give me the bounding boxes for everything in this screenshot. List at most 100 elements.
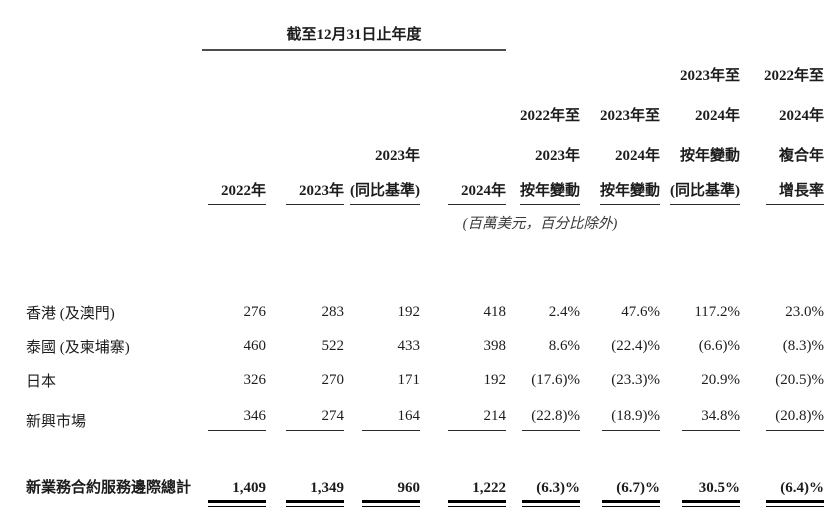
corner-cell xyxy=(26,6,202,50)
double-rule-cell xyxy=(660,497,741,511)
value-text: (22.8)% xyxy=(522,408,581,431)
column-header-text: 增長率 xyxy=(766,179,825,205)
double-rule xyxy=(448,500,507,507)
column-header-cell: 按年變動 xyxy=(660,131,740,171)
column-header-text: 2023年 xyxy=(286,179,344,205)
column-header-text: (同比基準) xyxy=(670,179,741,205)
value-cell: (22.4)% xyxy=(580,329,660,363)
column-header-text: 按年變動 xyxy=(680,148,741,164)
unit-note: (百萬美元，百分比除外) xyxy=(462,215,618,232)
value-text: 117.2% xyxy=(694,303,741,320)
double-rule-cell xyxy=(580,497,661,511)
column-header-cell xyxy=(580,50,660,91)
column-header-text: 2022年至 xyxy=(764,68,825,84)
column-header-text: 複合年 xyxy=(779,148,825,164)
value-cell: 192 xyxy=(420,363,507,397)
row-label-column-header xyxy=(26,91,202,131)
total-value-cell: 1,349 xyxy=(266,471,344,497)
column-header-cell xyxy=(202,91,266,131)
value-cell: (23.3)% xyxy=(580,363,660,397)
column-header-text: 2023年 xyxy=(374,148,420,164)
value-cell: 460 xyxy=(202,329,267,363)
spacer xyxy=(26,239,824,295)
total-value-text: 1,409 xyxy=(232,480,266,496)
value-text: 326 xyxy=(243,371,267,388)
value-cell: 8.6% xyxy=(506,329,580,363)
period-header-filler xyxy=(506,6,824,50)
value-text: (22.4)% xyxy=(611,337,661,354)
spacer xyxy=(26,431,824,471)
value-text: 34.8% xyxy=(682,408,741,431)
double-rule-cell xyxy=(202,497,266,511)
column-header-cell xyxy=(202,131,266,171)
column-header-cell xyxy=(266,131,344,171)
value-text: 283 xyxy=(321,303,345,320)
value-cell: 276 xyxy=(202,295,267,329)
double-rule xyxy=(286,500,344,507)
value-cell: 23.0% xyxy=(740,295,824,329)
total-row-label: 新業務合約服務邊際總計 xyxy=(26,480,192,496)
column-header-cell xyxy=(420,131,506,171)
total-value-text: (6.3)% xyxy=(536,480,581,496)
double-rule-cell xyxy=(740,497,825,511)
value-cell: 117.2% xyxy=(660,295,740,329)
column-header-cell xyxy=(202,50,266,91)
value-cell: (6.6)% xyxy=(660,329,740,363)
value-text: 192 xyxy=(397,303,421,320)
double-rule xyxy=(208,500,266,507)
cstm-by-region-table: 截至12月31日止年度 2023年至 2022年至 2022年至 2023年至 2024… xyxy=(26,6,825,511)
value-text: 2.4% xyxy=(548,303,581,320)
total-value-text: (6.4)% xyxy=(780,480,825,496)
total-value-text: (6.7)% xyxy=(616,480,661,496)
column-header-text: 2023年至 xyxy=(600,108,661,124)
value-cell: 2.4% xyxy=(506,295,580,329)
column-header-cell: (同比基準) xyxy=(660,171,741,205)
column-header-cell: 2024年 xyxy=(580,131,660,171)
column-header-cell xyxy=(266,91,344,131)
value-cell: (18.9)% xyxy=(580,397,661,431)
double-rule xyxy=(682,500,741,507)
value-cell: 47.6% xyxy=(580,295,660,329)
value-text: 433 xyxy=(397,337,421,354)
value-text: 270 xyxy=(321,371,345,388)
value-text: 276 xyxy=(243,303,267,320)
row-label-column-header xyxy=(26,171,202,205)
total-value-text: 1,222 xyxy=(472,480,507,496)
value-cell: 433 xyxy=(344,329,421,363)
total-value-cell: 960 xyxy=(344,471,421,497)
column-header-cell xyxy=(420,50,506,91)
double-rule-cell xyxy=(506,497,581,511)
column-header-row: 2023年至 2022年至 xyxy=(26,50,824,91)
column-header-cell: 2023年至 xyxy=(660,50,740,91)
value-cell: 418 xyxy=(420,295,507,329)
value-text: (18.9)% xyxy=(602,408,661,431)
column-header-text: (同比基準) xyxy=(350,179,420,205)
column-header-cell: 2024年 xyxy=(660,91,740,131)
value-cell: 171 xyxy=(344,363,421,397)
data-rows: 香港 (及澳門) 276 283 192 418 2.4% 47.6% 117.2% 23.0%… xyxy=(26,295,825,431)
column-header-cell: 2024年 xyxy=(420,171,507,205)
table-row: 泰國 (及柬埔寨) 460 522 433 398 8.6% (22.4)% (6.6)% (8… xyxy=(26,329,824,363)
value-text: 164 xyxy=(362,408,420,431)
total-value-text: 1,349 xyxy=(310,480,344,496)
column-header-text: 2024年 xyxy=(779,108,825,124)
table-row: 日本 326 270 171 192 (17.6)% (23.3)% 20.9% (20.5)% xyxy=(26,363,824,397)
value-text: (8.3)% xyxy=(782,337,825,354)
value-text: (6.6)% xyxy=(698,337,741,354)
value-text: (17.6)% xyxy=(531,371,581,388)
column-header-row: 2022年 2023年 (同比基準) 2024年 按年變動 按年變動 (同比基準) 增長率 xyxy=(26,171,825,205)
value-text: 171 xyxy=(397,371,421,388)
double-rule-cell xyxy=(420,497,507,511)
value-text: (20.8)% xyxy=(766,408,825,431)
column-header-text: 2023年 xyxy=(535,148,581,164)
column-header-text: 按年變動 xyxy=(520,179,581,205)
column-header-cell xyxy=(344,91,420,131)
row-label: 日本 xyxy=(26,373,57,390)
column-header-row: 2022年至 2023年至 2024年 2024年 xyxy=(26,91,824,131)
row-label: 新興市場 xyxy=(26,414,87,430)
value-cell: 192 xyxy=(344,295,421,329)
value-cell: 164 xyxy=(344,397,420,431)
value-text: 418 xyxy=(483,303,507,320)
column-header-cell: 2022年 xyxy=(202,171,266,205)
total-value-cell: (6.4)% xyxy=(740,471,824,497)
